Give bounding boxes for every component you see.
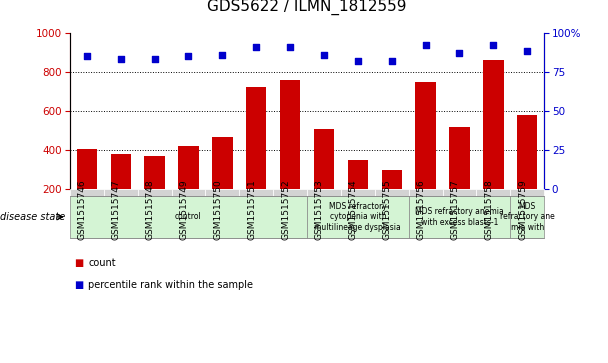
Text: GSM1515751: GSM1515751 — [247, 179, 256, 240]
Point — [251, 44, 261, 50]
Point — [353, 58, 363, 64]
Text: GSM1515746: GSM1515746 — [78, 179, 87, 240]
Text: GSM1515753: GSM1515753 — [315, 179, 324, 240]
Bar — [212, 137, 232, 189]
Point — [455, 50, 465, 56]
Point — [319, 52, 329, 57]
Text: percentile rank within the sample: percentile rank within the sample — [88, 280, 253, 290]
Text: ■: ■ — [74, 280, 84, 290]
Text: GSM1515756: GSM1515756 — [416, 179, 426, 240]
Point — [184, 53, 193, 59]
Bar — [382, 170, 402, 189]
Point — [82, 53, 92, 59]
Text: MDS refractory
cytopenia with
multilineage dysplasia: MDS refractory cytopenia with multilinea… — [314, 202, 401, 232]
Bar — [314, 129, 334, 189]
Point — [150, 56, 159, 62]
Text: control: control — [175, 212, 202, 221]
Bar — [348, 160, 368, 189]
Text: GSM1515749: GSM1515749 — [179, 179, 188, 240]
Text: GSM1515752: GSM1515752 — [281, 179, 290, 240]
Bar — [246, 87, 266, 189]
Bar — [449, 127, 469, 189]
Text: MDS
refractory ane
mia with: MDS refractory ane mia with — [500, 202, 554, 232]
Text: disease state: disease state — [0, 212, 65, 222]
Point — [116, 56, 126, 62]
Bar — [145, 156, 165, 189]
Text: GSM1515747: GSM1515747 — [112, 179, 121, 240]
Bar — [415, 82, 436, 189]
Text: GSM1515759: GSM1515759 — [518, 179, 527, 240]
Text: GDS5622 / ILMN_1812559: GDS5622 / ILMN_1812559 — [207, 0, 407, 15]
Point — [218, 52, 227, 57]
Text: GSM1515757: GSM1515757 — [451, 179, 460, 240]
Text: GSM1515754: GSM1515754 — [349, 179, 358, 240]
Bar — [111, 154, 131, 189]
Point — [421, 42, 430, 48]
Text: GSM1515750: GSM1515750 — [213, 179, 223, 240]
Text: GSM1515755: GSM1515755 — [382, 179, 392, 240]
Text: MDS refractory anemia
with excess blasts-1: MDS refractory anemia with excess blasts… — [415, 207, 504, 227]
Text: count: count — [88, 258, 116, 268]
Text: GSM1515748: GSM1515748 — [145, 179, 154, 240]
Text: ■: ■ — [74, 258, 84, 268]
Point — [488, 42, 498, 48]
Bar — [517, 115, 537, 189]
Text: GSM1515758: GSM1515758 — [485, 179, 493, 240]
Bar — [178, 146, 199, 189]
Point — [522, 49, 532, 54]
Point — [285, 44, 295, 50]
Bar — [77, 149, 97, 189]
Bar — [483, 60, 503, 189]
Point — [387, 58, 396, 64]
Bar — [280, 81, 300, 189]
